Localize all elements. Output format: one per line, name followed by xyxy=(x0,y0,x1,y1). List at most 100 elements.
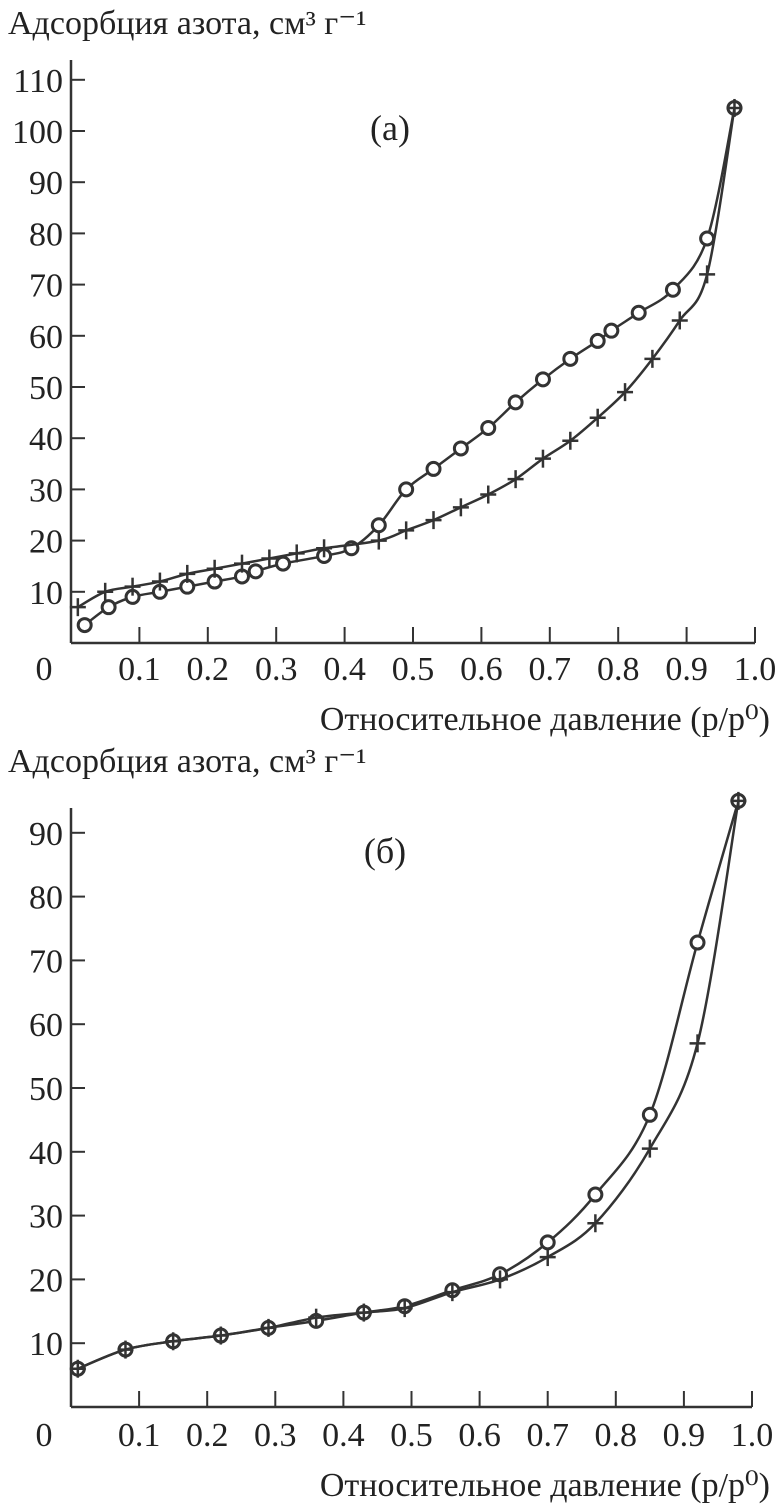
x-axis-label: Относительное давление (p/p⁰) xyxy=(320,701,770,738)
data-point-cross xyxy=(308,1308,325,1327)
data-point-cross xyxy=(689,1034,706,1053)
data-point-circle xyxy=(587,1186,604,1203)
data-point-cross xyxy=(212,1326,229,1345)
y-tick-label: 40 xyxy=(29,1135,63,1172)
data-point-cross xyxy=(726,98,743,117)
series-line-cross xyxy=(77,800,740,1370)
x-tick-label: 0.1 xyxy=(118,1417,161,1454)
y-axis-label: Адсорбция азота, см³ г⁻¹ xyxy=(8,743,366,780)
x-tick-label: 0.4 xyxy=(323,651,366,688)
data-point-circle xyxy=(562,350,579,367)
data-point-cross xyxy=(539,1248,556,1267)
data-point-cross xyxy=(671,311,688,330)
data-point-circle xyxy=(589,332,606,349)
data-point-circle xyxy=(603,322,620,339)
panel-label: (б) xyxy=(364,831,406,871)
y-tick-label: 60 xyxy=(29,1007,63,1044)
x-tick-label: 0.9 xyxy=(665,651,708,688)
data-point-cross xyxy=(316,539,333,558)
x-tick-label: 0.7 xyxy=(526,1417,569,1454)
y-tick-label: 20 xyxy=(29,1262,63,1299)
data-point-cross xyxy=(534,449,551,468)
x-tick-label: 0 xyxy=(36,1417,53,1454)
y-tick-label: 50 xyxy=(29,1071,63,1108)
x-tick-label: 0.6 xyxy=(460,651,503,688)
y-tick-label: 30 xyxy=(29,472,63,509)
x-tick-label: 0.9 xyxy=(663,1417,706,1454)
x-tick-label: 0.8 xyxy=(595,1417,638,1454)
data-point-cross xyxy=(261,549,278,568)
data-point-cross xyxy=(234,554,250,573)
data-point-cross xyxy=(589,408,606,427)
data-point-circle xyxy=(275,555,292,572)
x-axis-label: Относительное давление (p/p⁰) xyxy=(320,1467,770,1504)
series-line-circle xyxy=(77,800,740,1370)
data-point-cross xyxy=(398,521,415,540)
data-point-cross xyxy=(69,1359,86,1378)
y-tick-label: 90 xyxy=(29,816,63,853)
data-point-cross xyxy=(69,598,86,617)
data-point-cross xyxy=(452,498,469,517)
data-point-circle xyxy=(370,517,387,534)
data-point-circle xyxy=(398,481,415,498)
y-tick-label: 90 xyxy=(29,165,63,202)
data-point-cross xyxy=(507,470,524,489)
data-point-circle xyxy=(689,934,706,951)
data-point-cross xyxy=(492,1270,509,1289)
panel-label: (а) xyxy=(370,108,410,148)
data-point-cross xyxy=(97,582,114,601)
x-tick-label: 0.4 xyxy=(322,1417,365,1454)
data-point-circle xyxy=(247,563,264,580)
data-point-cross xyxy=(165,1332,182,1351)
data-point-circle xyxy=(641,1106,658,1123)
data-point-cross xyxy=(699,265,716,284)
data-point-cross xyxy=(480,485,497,504)
y-tick-label: 10 xyxy=(29,1326,63,1363)
x-tick-label: 0.5 xyxy=(392,651,435,688)
y-tick-label: 100 xyxy=(12,114,63,151)
data-point-cross xyxy=(617,383,634,402)
data-point-cross xyxy=(425,511,442,530)
data-point-cross xyxy=(260,1318,277,1337)
data-point-cross xyxy=(370,531,387,550)
data-point-circle xyxy=(539,1234,556,1251)
x-tick-label: 0.8 xyxy=(597,651,640,688)
y-tick-label: 110 xyxy=(13,63,63,100)
y-tick-label: 50 xyxy=(29,370,63,407)
data-point-cross xyxy=(206,559,223,578)
data-point-cross xyxy=(444,1283,461,1302)
data-point-circle xyxy=(452,440,469,457)
x-tick-label: 0.5 xyxy=(390,1417,433,1454)
data-point-cross xyxy=(151,572,168,591)
x-tick-label: 0.3 xyxy=(255,651,298,688)
data-point-circle xyxy=(630,304,647,321)
y-tick-label: 70 xyxy=(29,268,63,305)
y-tick-label: 10 xyxy=(29,575,63,612)
data-point-cross xyxy=(117,1340,134,1359)
y-tick-label: 60 xyxy=(29,319,63,356)
x-tick-label: 0.2 xyxy=(186,1417,229,1454)
y-tick-label: 80 xyxy=(29,880,63,917)
data-point-circle xyxy=(425,460,442,477)
x-tick-label: 0.6 xyxy=(458,1417,501,1454)
x-tick-label: 0.2 xyxy=(187,651,230,688)
y-axis-label: Адсорбция азота, см³ г⁻¹ xyxy=(8,5,366,42)
x-tick-label: 1.0 xyxy=(731,1417,774,1454)
data-point-circle xyxy=(534,371,551,388)
series-line-circle xyxy=(83,107,736,627)
x-tick-label: 0 xyxy=(36,651,53,688)
x-tick-label: 0.3 xyxy=(254,1417,297,1454)
data-point-circle xyxy=(699,230,716,247)
data-point-cross xyxy=(179,564,196,583)
data-point-cross xyxy=(355,1303,372,1322)
data-point-cross xyxy=(124,577,141,596)
chart-panel-1: Адсорбция азота, см³ г⁻¹ (б) 10 20 30 40 50 60 7… xyxy=(8,743,773,1504)
data-point-cross xyxy=(587,1214,604,1233)
data-point-circle xyxy=(664,281,681,298)
x-tick-label: 1.0 xyxy=(734,651,777,688)
y-tick-label: 40 xyxy=(29,421,63,458)
x-tick-label: 0.7 xyxy=(529,651,572,688)
chart-panel-0: Адсорбция азота, см³ г⁻¹ (а) 10 20 30 40 50 60 7… xyxy=(8,5,776,738)
data-point-circle xyxy=(480,419,497,436)
